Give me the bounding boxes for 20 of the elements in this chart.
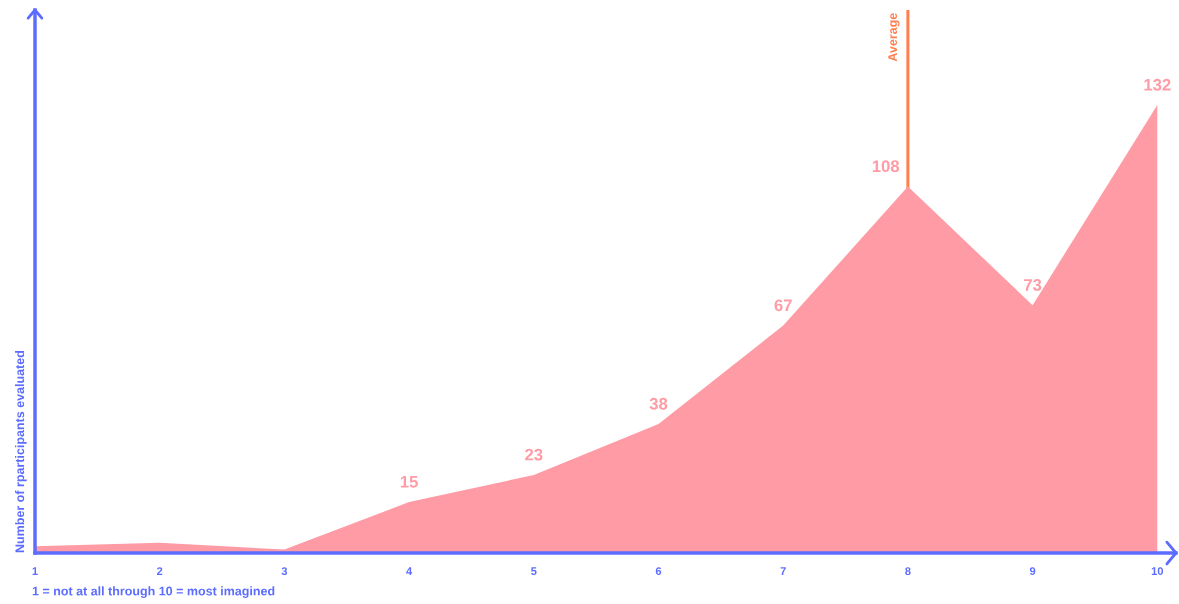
x-tick-label: 9 xyxy=(1029,567,1036,576)
ref-line-label: Average xyxy=(888,13,900,62)
x-tick-label: 1 xyxy=(32,567,38,575)
x-tick-label: 8 xyxy=(905,567,911,576)
data-label: 108 xyxy=(872,160,900,173)
x-tick-label: 2 xyxy=(157,567,163,575)
x-tick-label: 5 xyxy=(531,567,537,576)
data-label: 15 xyxy=(400,476,418,488)
x-tick-label: 4 xyxy=(406,567,413,575)
data-label: 23 xyxy=(525,448,543,461)
text: 1 = not at all through 10 = most imagined xyxy=(32,586,275,598)
data-label: 67 xyxy=(774,299,792,312)
x-tick-label: 3 xyxy=(281,567,288,576)
x-tick-label: 6 xyxy=(655,567,662,576)
y-axis-title: Number of rparticipants evaluated xyxy=(15,351,27,553)
data-label: 73 xyxy=(1024,279,1042,291)
x-tick-label: 10 xyxy=(1151,567,1164,576)
x-tick-label: 7 xyxy=(780,567,786,575)
data-label: 38 xyxy=(649,397,668,410)
data-label: 132 xyxy=(1144,78,1171,91)
